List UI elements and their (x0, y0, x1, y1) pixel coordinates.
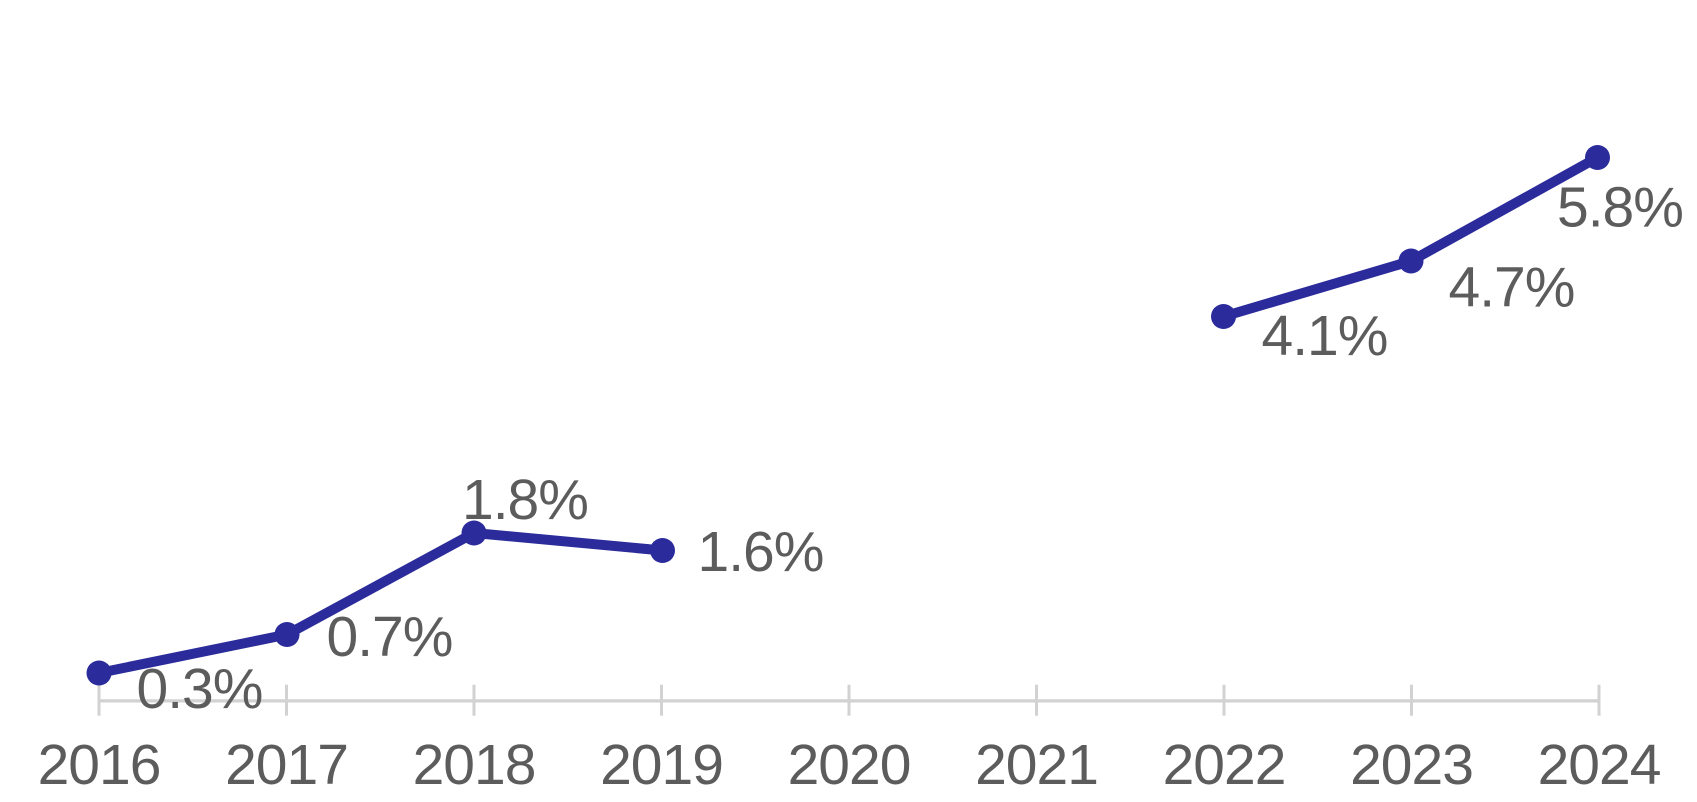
svg-text:2022: 2022 (1163, 733, 1286, 797)
svg-text:2023: 2023 (1350, 733, 1473, 797)
svg-text:4.1%: 4.1% (1262, 304, 1388, 368)
svg-text:2019: 2019 (600, 733, 723, 797)
svg-text:1.6%: 1.6% (698, 520, 824, 584)
svg-text:5.8%: 5.8% (1557, 176, 1683, 240)
svg-text:2021: 2021 (975, 733, 1098, 797)
svg-text:1.8%: 1.8% (462, 468, 588, 532)
svg-text:2016: 2016 (38, 733, 161, 797)
svg-text:4.7%: 4.7% (1449, 256, 1575, 320)
svg-text:2024: 2024 (1538, 733, 1661, 797)
svg-text:2020: 2020 (788, 733, 911, 797)
svg-text:2018: 2018 (413, 733, 536, 797)
svg-text:0.3%: 0.3% (137, 657, 263, 721)
svg-text:2017: 2017 (225, 733, 348, 797)
svg-text:0.7%: 0.7% (327, 605, 453, 669)
